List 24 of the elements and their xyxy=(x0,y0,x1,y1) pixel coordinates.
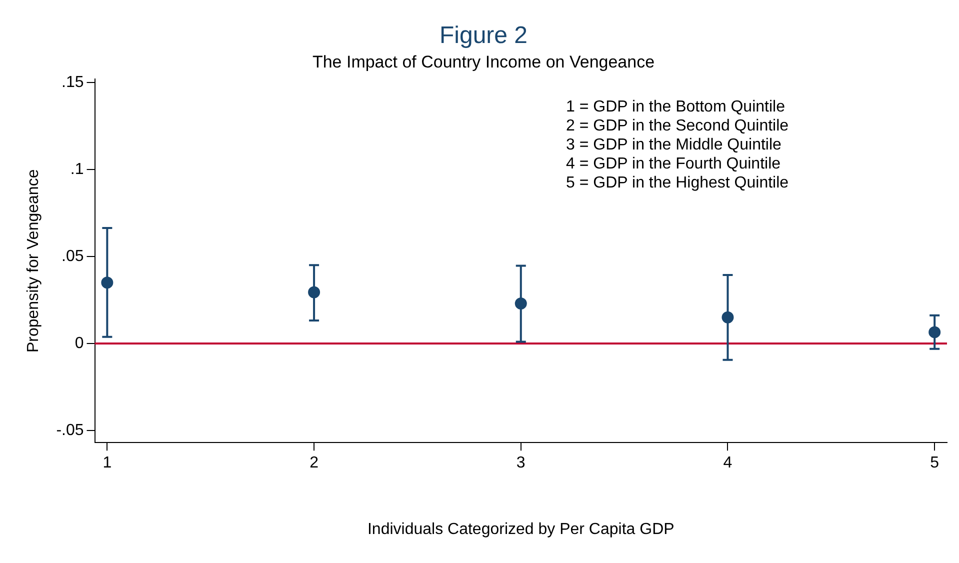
y-tick-label: .15 xyxy=(62,74,84,92)
point xyxy=(722,311,734,324)
annotation: 1 = GDP in the Bottom Quintile xyxy=(566,98,786,116)
x-axis-title: Individuals Categorized by Per Capita GDP xyxy=(367,520,674,538)
annotation: 2 = GDP in the Second Quintile xyxy=(566,118,789,135)
annotation: 3 = GDP in the Middle Quintile xyxy=(566,136,782,154)
y-tick-label: .05 xyxy=(62,248,84,265)
y-axis-title: Propensity for Vengeance xyxy=(25,169,42,353)
x-tick-label: 3 xyxy=(516,454,526,472)
y-tick-label: 0 xyxy=(74,334,84,352)
x-tick-label: 2 xyxy=(310,454,319,472)
y-tick-label: .1 xyxy=(70,161,84,178)
y-tick-label: -.05 xyxy=(56,422,84,439)
x-tick-label: 4 xyxy=(723,454,732,472)
annotation: 5 = GDP in the Highest Quintile xyxy=(566,174,789,192)
chart-subtitle: The Impact of Country Income on Vengeance xyxy=(312,52,655,72)
point xyxy=(308,286,320,298)
x-tick-label: 1 xyxy=(102,454,112,472)
x-tick-label: 5 xyxy=(930,454,940,472)
annotation: 4 = GDP in the Fourth Quintile xyxy=(566,156,781,173)
point xyxy=(514,298,527,310)
point xyxy=(928,326,941,338)
chart-title: Figure 2 xyxy=(439,22,528,50)
point xyxy=(101,276,114,289)
